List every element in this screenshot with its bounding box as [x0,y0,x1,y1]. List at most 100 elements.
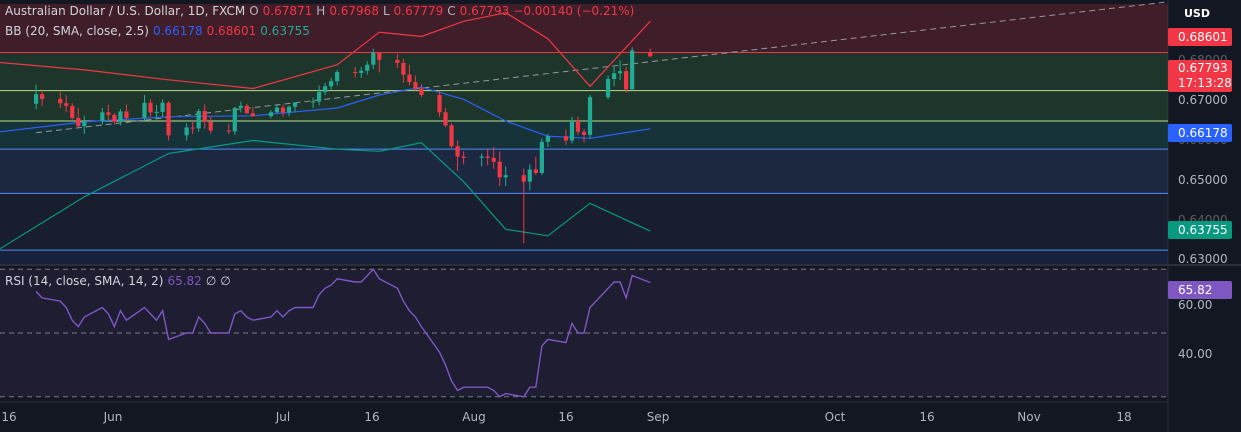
candle-body-51 [461,156,466,158]
high-label: H [316,4,326,18]
bb-label: BB (20, SMA, close, 2.5) [5,24,149,38]
countdown-value: 17:13:28 [1178,76,1232,90]
rsi-axis-label-1: 40.00 [1178,347,1213,361]
price-label-2: 0.63000 [1178,252,1228,266]
candle-body-13 [148,102,153,113]
candle-body-52 [479,156,484,158]
candle-body-8 [106,112,111,115]
low-label: L [382,4,390,18]
candle-body-7 [100,112,105,121]
candle-body-67 [605,78,611,98]
candle-body-4 [70,105,75,118]
candle-body-57 [521,175,526,182]
candle-body-3 [64,103,69,106]
last-price-value: 0.67793 [1178,61,1228,75]
candle-body-29 [280,107,286,113]
symbol-legend: Australian Dollar / U.S. Dollar, 1D, FXC… [5,4,634,18]
candle-body-55 [497,161,502,178]
time-label-6: Sep [646,410,670,424]
bb-lower-line [0,139,651,250]
candle-body-35 [329,81,334,87]
candle-body-66 [587,97,593,135]
rsi-legend: RSI (14, close, SMA, 14, 2) 65.82 ∅ ∅ [5,274,231,288]
candle-body-1 [40,94,45,99]
candle-body-41 [377,52,382,60]
candle-body-49 [449,125,454,147]
price-label-1: 0.65000 [1178,173,1228,187]
candle-body-46 [419,88,424,95]
bb-upper-tag: 0.68601 [1168,28,1232,46]
candle-body-50 [455,146,460,157]
price-zone-0 [0,4,1168,53]
candle-body-53 [485,156,490,158]
bb-lower-value: 0.63755 [260,24,310,38]
time-label-8: 16 [919,410,935,424]
currency-button[interactable]: USD [1174,3,1230,25]
candle-body-54 [491,157,496,162]
candle-body-21 [208,121,213,131]
time-label-10: 18 [1116,410,1132,424]
rsi-value: 65.82 [167,274,202,288]
time-label-2: Jul [275,410,291,424]
candle-body-17 [184,127,189,136]
time-label-3: 16 [364,410,380,424]
rsi-label: RSI (14, close, SMA, 14, 2) [5,274,164,288]
candle-body-59 [533,169,538,173]
candle-body-43 [401,62,406,75]
time-label-1: Jun [103,410,123,424]
candle-body-11 [124,111,129,118]
close-value: 0.67793 [459,4,510,18]
candle-body-19 [196,111,201,129]
candle-body-28 [274,107,280,113]
high-value: 0.67968 [329,4,379,18]
candle-body-10 [118,111,123,122]
open-label: O [249,4,259,18]
price-zone-1 [0,52,1168,91]
candle-body-48 [443,112,448,126]
candle-body-38 [359,70,364,73]
candle-body-60 [539,141,544,173]
candle-body-27 [268,112,274,117]
low-value: 0.67779 [393,4,444,18]
candle-body-40 [371,52,376,65]
candle-body-72 [648,52,653,57]
bb-basis-tag: 0.66178 [1168,124,1232,142]
bb-legend: BB (20, SMA, close, 2.5) 0.66178 0.68601… [5,24,310,38]
candle-body-16 [166,102,171,136]
last-price-tag: 0.67793 17:13:28 [1168,60,1232,92]
candle-body-34 [323,86,328,92]
candle-body-15 [160,102,165,112]
rsi-line [35,268,651,398]
candle-body-9 [112,114,117,122]
candle-body-65 [581,131,587,135]
candle-body-63 [569,121,575,141]
candle-body-30 [286,106,292,113]
candle-body-69 [618,71,623,74]
rsi-na-2: ∅ [220,274,231,288]
bb-lower-tag: 0.63755 [1168,221,1232,239]
candle-body-12 [142,102,147,118]
candle-body-47 [437,95,442,113]
candle-body-64 [575,121,581,132]
time-label-5: 16 [558,410,574,424]
symbol-title: Australian Dollar / U.S. Dollar, 1D, FXC… [5,4,246,18]
price-zone-4 [0,149,1168,194]
candle-body-45 [413,82,418,89]
candle-body-61 [545,136,550,142]
candle-body-33 [316,91,322,102]
rsi-value-tag: 65.82 [1168,281,1232,299]
candle-body-20 [202,111,207,122]
close-label: C [447,4,456,18]
price-label-0: 0.67000 [1178,93,1228,107]
candle-body-6 [82,121,87,127]
candle-body-36 [335,72,340,82]
bb-upper-line [0,12,651,90]
candle-body-70 [624,71,629,90]
bb-basis-value: 0.66178 [152,24,203,38]
candle-body-23 [232,108,237,132]
candle-body-42 [395,59,400,63]
candle-body-5 [76,117,81,127]
bb-basis-line [0,86,651,139]
